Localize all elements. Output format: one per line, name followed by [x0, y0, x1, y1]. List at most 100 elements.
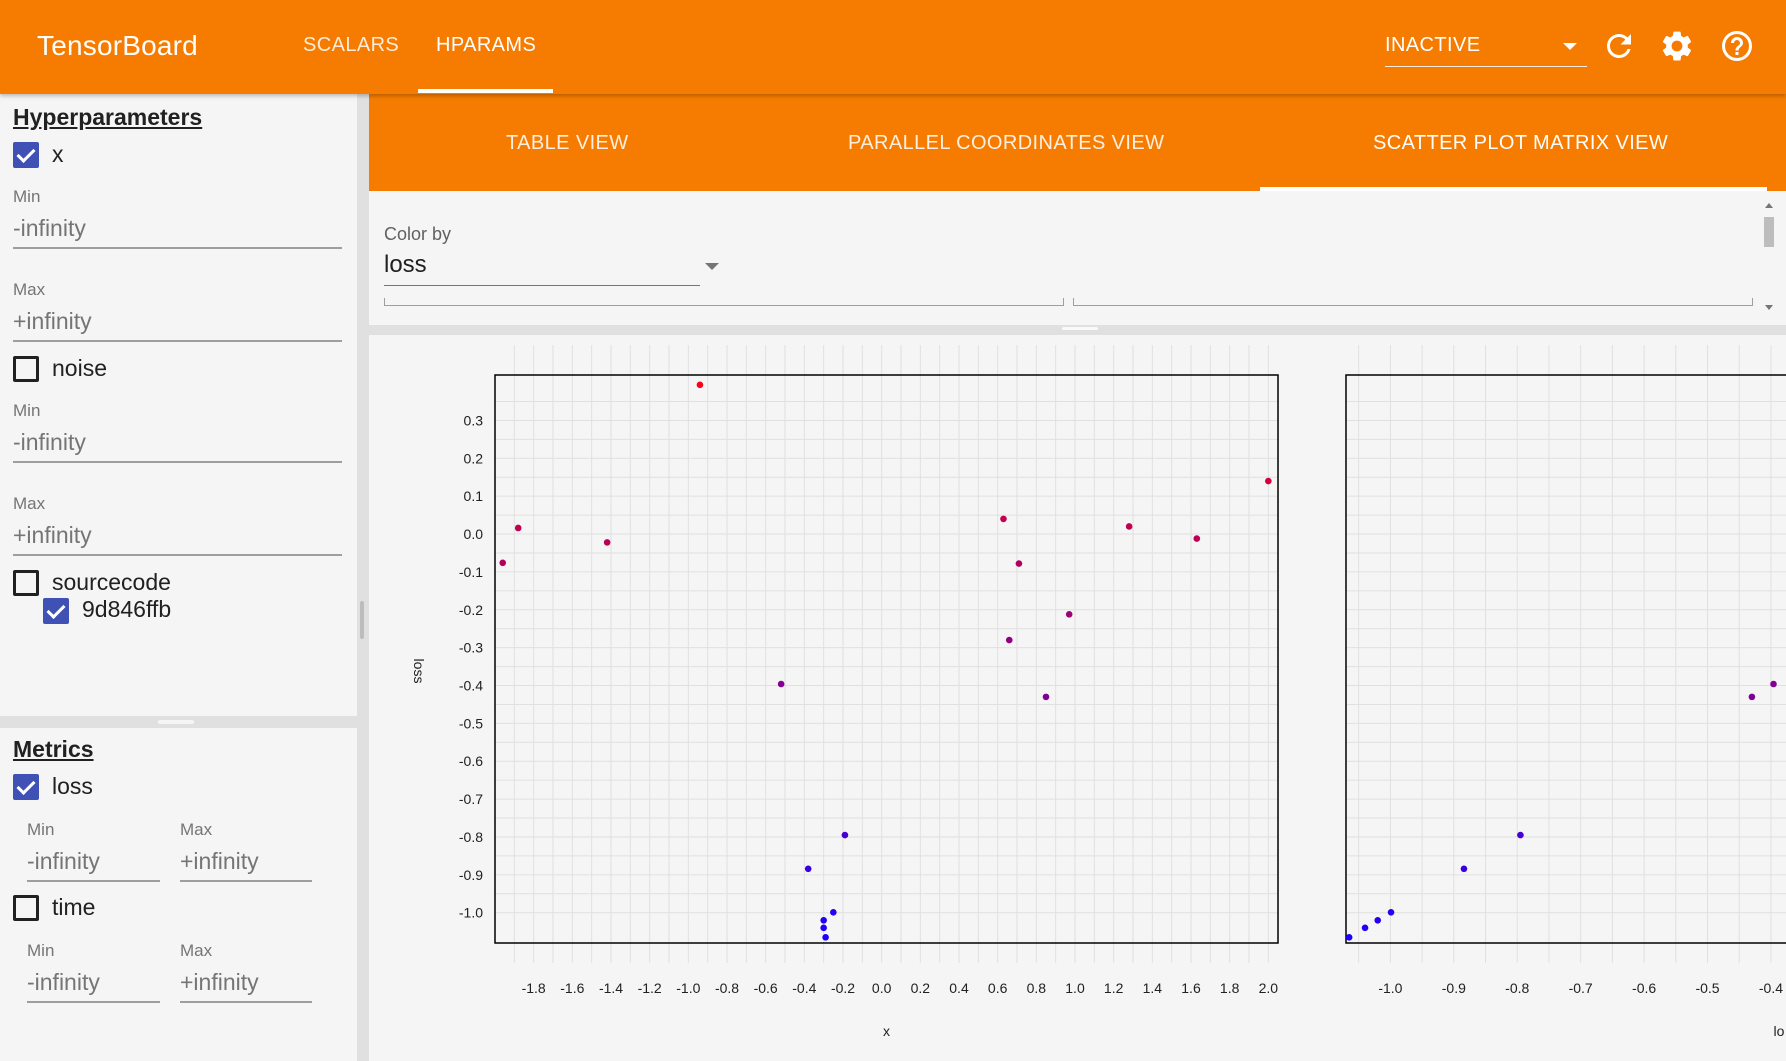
- tab-scatter-plot-matrix-view[interactable]: SCATTER PLOT MATRIX VIEW: [1373, 132, 1669, 154]
- metric-time-min-label: Min: [27, 941, 55, 960]
- x-tick-label: -0.9: [1442, 980, 1466, 996]
- x-tick-label: 1.4: [1143, 980, 1163, 996]
- scrollbar-thumb[interactable]: [1764, 217, 1774, 247]
- data-point: [1125, 523, 1133, 530]
- scatter-plot-matrix: -1.8 -1.6 -1.4 -1.2 -1.0 -0.8 -0.6 -0.4 -0.2 0.0 0…: [369, 335, 1786, 1061]
- hparam-sourcecode-label: sourcecode: [52, 569, 171, 595]
- sourcecode-value-checkbox[interactable]: [43, 598, 69, 624]
- help-icon[interactable]: [1719, 28, 1755, 64]
- x-tick-label: -0.6: [754, 980, 778, 996]
- data-point: [804, 865, 812, 873]
- settings-icon[interactable]: [1659, 28, 1695, 64]
- input-underline: [13, 461, 342, 463]
- y-tick-label: 0.2: [464, 450, 484, 466]
- data-point: [1015, 560, 1023, 567]
- metric-time-checkbox[interactable]: [13, 895, 39, 921]
- x-tick-label: -0.8: [715, 980, 739, 996]
- x-tick-label: -0.4: [1759, 980, 1783, 996]
- x-tick-label: -1.8: [522, 980, 546, 996]
- scroll-up-icon[interactable]: [1765, 203, 1773, 208]
- panel-resize-divider[interactable]: [369, 325, 1786, 335]
- y-tick-label: 0.0: [464, 526, 484, 542]
- hparam-sourcecode-checkbox[interactable]: [13, 570, 39, 596]
- metric-time-min-input[interactable]: -infinity: [27, 969, 100, 995]
- data-point: [1000, 515, 1007, 523]
- sidebar-resize-grip[interactable]: [360, 601, 364, 639]
- hparam-x-min-input[interactable]: -infinity: [13, 215, 86, 241]
- hparam-noise-checkbox[interactable]: [13, 356, 39, 382]
- metric-loss-min-label: Min: [27, 820, 55, 839]
- y-tick-label: -0.7: [459, 791, 483, 807]
- chevron-down-icon: [1563, 43, 1577, 50]
- x-tick-label: 0.0: [872, 980, 892, 996]
- x-tick-label: -0.8: [1505, 980, 1529, 996]
- resize-grip[interactable]: [158, 720, 194, 724]
- refresh-icon[interactable]: [1601, 28, 1637, 64]
- hparams-view-tabs: TABLE VIEW PARALLEL COORDINATES VIEW SCA…: [369, 94, 1786, 191]
- input-underline: [13, 554, 342, 556]
- x-tick-label: -0.5: [1695, 980, 1719, 996]
- hparam-noise-max-input[interactable]: +infinity: [13, 522, 92, 548]
- data-point: [1345, 934, 1353, 941]
- tab-scalars[interactable]: SCALARS: [303, 34, 400, 56]
- color-by-select[interactable]: loss: [384, 251, 427, 278]
- plot-frame: [1345, 374, 1786, 944]
- chevron-down-icon[interactable]: [705, 263, 719, 270]
- x-tick-label: 0.2: [911, 980, 931, 996]
- tab-parallel-coordinates-view[interactable]: PARALLEL COORDINATES VIEW: [848, 132, 1165, 154]
- data-point: [514, 524, 522, 532]
- sourcecode-value-label: 9d846ffb: [82, 596, 172, 622]
- data-point: [1005, 636, 1013, 644]
- data-point: [1042, 693, 1050, 701]
- x-tick-label: -0.2: [831, 980, 855, 996]
- hparam-x-checkbox[interactable]: [13, 142, 39, 168]
- data-point: [841, 831, 849, 839]
- x-tick-label: -1.2: [638, 980, 662, 996]
- axis-selector-slot[interactable]: [1073, 298, 1753, 306]
- data-point: [1193, 535, 1201, 542]
- x-tick-label: -0.7: [1569, 980, 1593, 996]
- x-axis-label: lo: [1774, 1023, 1785, 1039]
- filter-sidebar: Hyperparameters x Min -infinity Max +inf…: [0, 94, 357, 1061]
- metric-loss-min-input[interactable]: -infinity: [27, 848, 100, 874]
- x-tick-label: 1.6: [1181, 980, 1201, 996]
- metric-loss-max-input[interactable]: +infinity: [180, 848, 259, 874]
- x-tick-label: 1.0: [1065, 980, 1085, 996]
- run-state-dropdown[interactable]: INACTIVE: [1385, 33, 1587, 67]
- hyperparameters-title: Hyperparameters: [13, 104, 203, 130]
- data-point: [1374, 916, 1382, 924]
- metric-loss-checkbox[interactable]: [13, 774, 39, 800]
- data-point: [696, 381, 704, 389]
- top-app-bar: TensorBoard SCALARS HPARAMS INACTIVE: [0, 0, 1786, 94]
- data-point: [1065, 611, 1073, 618]
- input-underline: [13, 340, 342, 342]
- scrollbar[interactable]: [1760, 199, 1776, 310]
- data-point: [1387, 909, 1395, 916]
- sidebar-resize-border[interactable]: [357, 94, 369, 1061]
- hparam-noise-max-label: Max: [13, 494, 46, 513]
- data-point: [1517, 831, 1524, 839]
- y-tick-label: -0.2: [459, 602, 483, 618]
- resize-grip[interactable]: [1062, 327, 1098, 330]
- metric-time-max-input[interactable]: +infinity: [180, 969, 259, 995]
- x-tick-label: -1.6: [560, 980, 584, 996]
- hparam-x-min-label: Min: [13, 187, 41, 206]
- y-tick-label: -1.0: [459, 905, 483, 921]
- data-point: [820, 924, 827, 932]
- tab-hparams[interactable]: HPARAMS: [436, 34, 537, 56]
- data-point: [1361, 924, 1369, 932]
- color-by-label: Color by: [384, 224, 452, 244]
- data-point: [603, 539, 611, 546]
- tab-table-view[interactable]: TABLE VIEW: [506, 132, 629, 154]
- axis-selector-slot[interactable]: [384, 298, 1064, 306]
- metric-time-max-label: Max: [180, 941, 213, 960]
- hparam-x-max-input[interactable]: +infinity: [13, 308, 92, 334]
- active-subtab-indicator: [1260, 187, 1767, 191]
- x-tick-label: -0.4: [792, 980, 816, 996]
- x-tick-label: -1.4: [599, 980, 623, 996]
- input-underline: [180, 880, 312, 882]
- scroll-down-icon[interactable]: [1765, 305, 1773, 310]
- x-tick-label: -1.0: [1378, 980, 1402, 996]
- hparam-noise-min-input[interactable]: -infinity: [13, 429, 86, 455]
